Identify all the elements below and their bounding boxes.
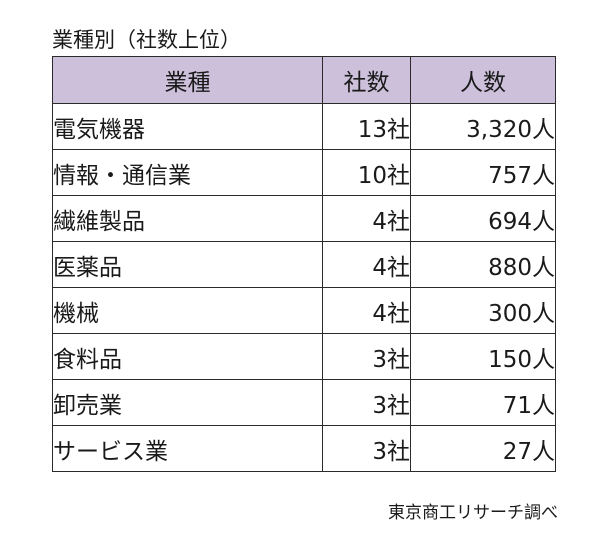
table-row: 機械 4社 300人: [52, 287, 556, 334]
people-cell: 757人: [410, 149, 556, 196]
industry-cell: 食料品: [52, 333, 323, 380]
table-header: 業種 社数 人数: [52, 56, 556, 104]
industry-cell: 繊維製品: [52, 195, 323, 242]
table-row: 電気機器 13社 3,320人: [52, 103, 556, 150]
people-cell: 27人: [410, 425, 556, 472]
companies-cell: 13社: [322, 103, 411, 150]
industry-cell: 電気機器: [52, 103, 323, 150]
companies-cell: 10社: [322, 149, 411, 196]
people-cell: 150人: [410, 333, 556, 380]
companies-cell: 3社: [322, 379, 411, 426]
industry-cell: 情報・通信業: [52, 149, 323, 196]
table-row: サービス業 3社 27人: [52, 425, 556, 472]
header-row: 業種 社数 人数: [52, 56, 556, 104]
people-cell: 880人: [410, 241, 556, 288]
companies-cell: 4社: [322, 241, 411, 288]
people-cell: 3,320人: [410, 103, 556, 150]
industry-cell: 医薬品: [52, 241, 323, 288]
companies-cell: 4社: [322, 287, 411, 334]
industry-cell: 機械: [52, 287, 323, 334]
header-people: 人数: [410, 56, 556, 104]
table-row: 卸売業 3社 71人: [52, 379, 556, 426]
companies-cell: 3社: [322, 425, 411, 472]
table-row: 繊維製品 4社 694人: [52, 195, 556, 242]
industry-cell: サービス業: [52, 425, 323, 472]
source-note: 東京商工リサーチ調べ: [388, 503, 558, 523]
industry-cell: 卸売業: [52, 379, 323, 426]
people-cell: 71人: [410, 379, 556, 426]
table-row: 情報・通信業 10社 757人: [52, 149, 556, 196]
header-companies: 社数: [322, 56, 411, 104]
people-cell: 694人: [410, 195, 556, 242]
table-row: 医薬品 4社 880人: [52, 241, 556, 288]
people-cell: 300人: [410, 287, 556, 334]
table-body: 電気機器 13社 3,320人 情報・通信業 10社 757人 繊維製品 4社 …: [52, 103, 556, 472]
industry-ranking-table: 業種 社数 人数 電気機器 13社 3,320人 情報・通信業 10社 757人…: [52, 56, 556, 472]
table-row: 食料品 3社 150人: [52, 333, 556, 380]
companies-cell: 4社: [322, 195, 411, 242]
companies-cell: 3社: [322, 333, 411, 380]
header-industry: 業種: [52, 56, 323, 104]
table-caption: 業種別（社数上位）: [52, 28, 241, 52]
